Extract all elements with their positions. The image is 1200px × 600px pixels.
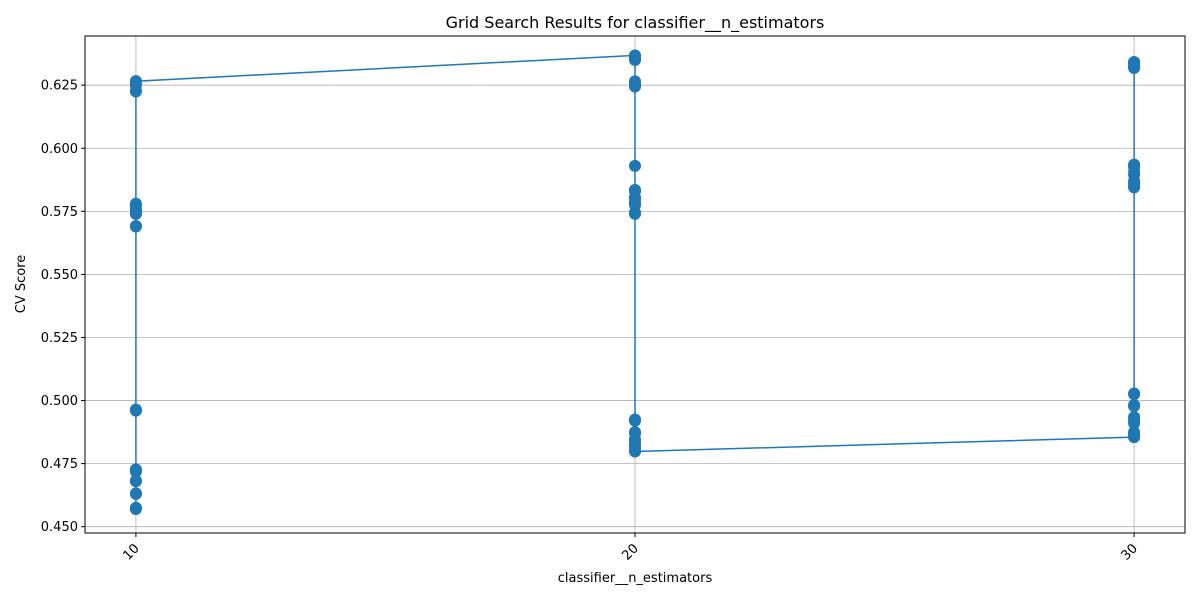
y-tick-label: 0.475 <box>41 457 78 472</box>
data-point <box>629 53 641 66</box>
series <box>129 49 1141 516</box>
axes: 0.450 0.475 0.500 0.525 0.550 0.575 0.600 0.625… <box>41 79 1141 564</box>
data-point <box>129 219 142 232</box>
y-tick-label: 0.525 <box>41 331 78 346</box>
chart-title: Grid Search Results for classifier__n_es… <box>446 13 825 33</box>
data-point <box>129 403 142 416</box>
data-point <box>129 75 142 88</box>
y-tick-label: 0.550 <box>41 268 78 283</box>
y-tick-label: 0.500 <box>41 394 78 409</box>
data-point <box>629 414 641 427</box>
data-point <box>129 463 142 476</box>
data-point <box>1128 55 1141 68</box>
plot-frame <box>84 35 1186 534</box>
data-point <box>1128 158 1141 171</box>
data-point <box>629 80 641 93</box>
x-axis-label: classifier__n_estimators <box>558 571 713 586</box>
data-point <box>1128 387 1141 400</box>
data-point <box>629 445 641 458</box>
data-point <box>129 501 142 514</box>
data-point <box>129 487 142 500</box>
y-tick-label: 0.625 <box>41 79 78 94</box>
y-tick-label: 0.600 <box>41 142 78 157</box>
data-point <box>129 474 142 487</box>
data-point <box>629 207 641 220</box>
data-point <box>129 197 142 210</box>
y-tick-label: 0.450 <box>41 520 78 535</box>
y-axis-label: CV Score <box>14 255 29 314</box>
y-tick-label: 0.575 <box>41 205 78 220</box>
data-point <box>629 159 641 172</box>
data-point <box>1128 399 1141 412</box>
data-point <box>1128 410 1141 423</box>
data-point <box>1128 426 1141 439</box>
